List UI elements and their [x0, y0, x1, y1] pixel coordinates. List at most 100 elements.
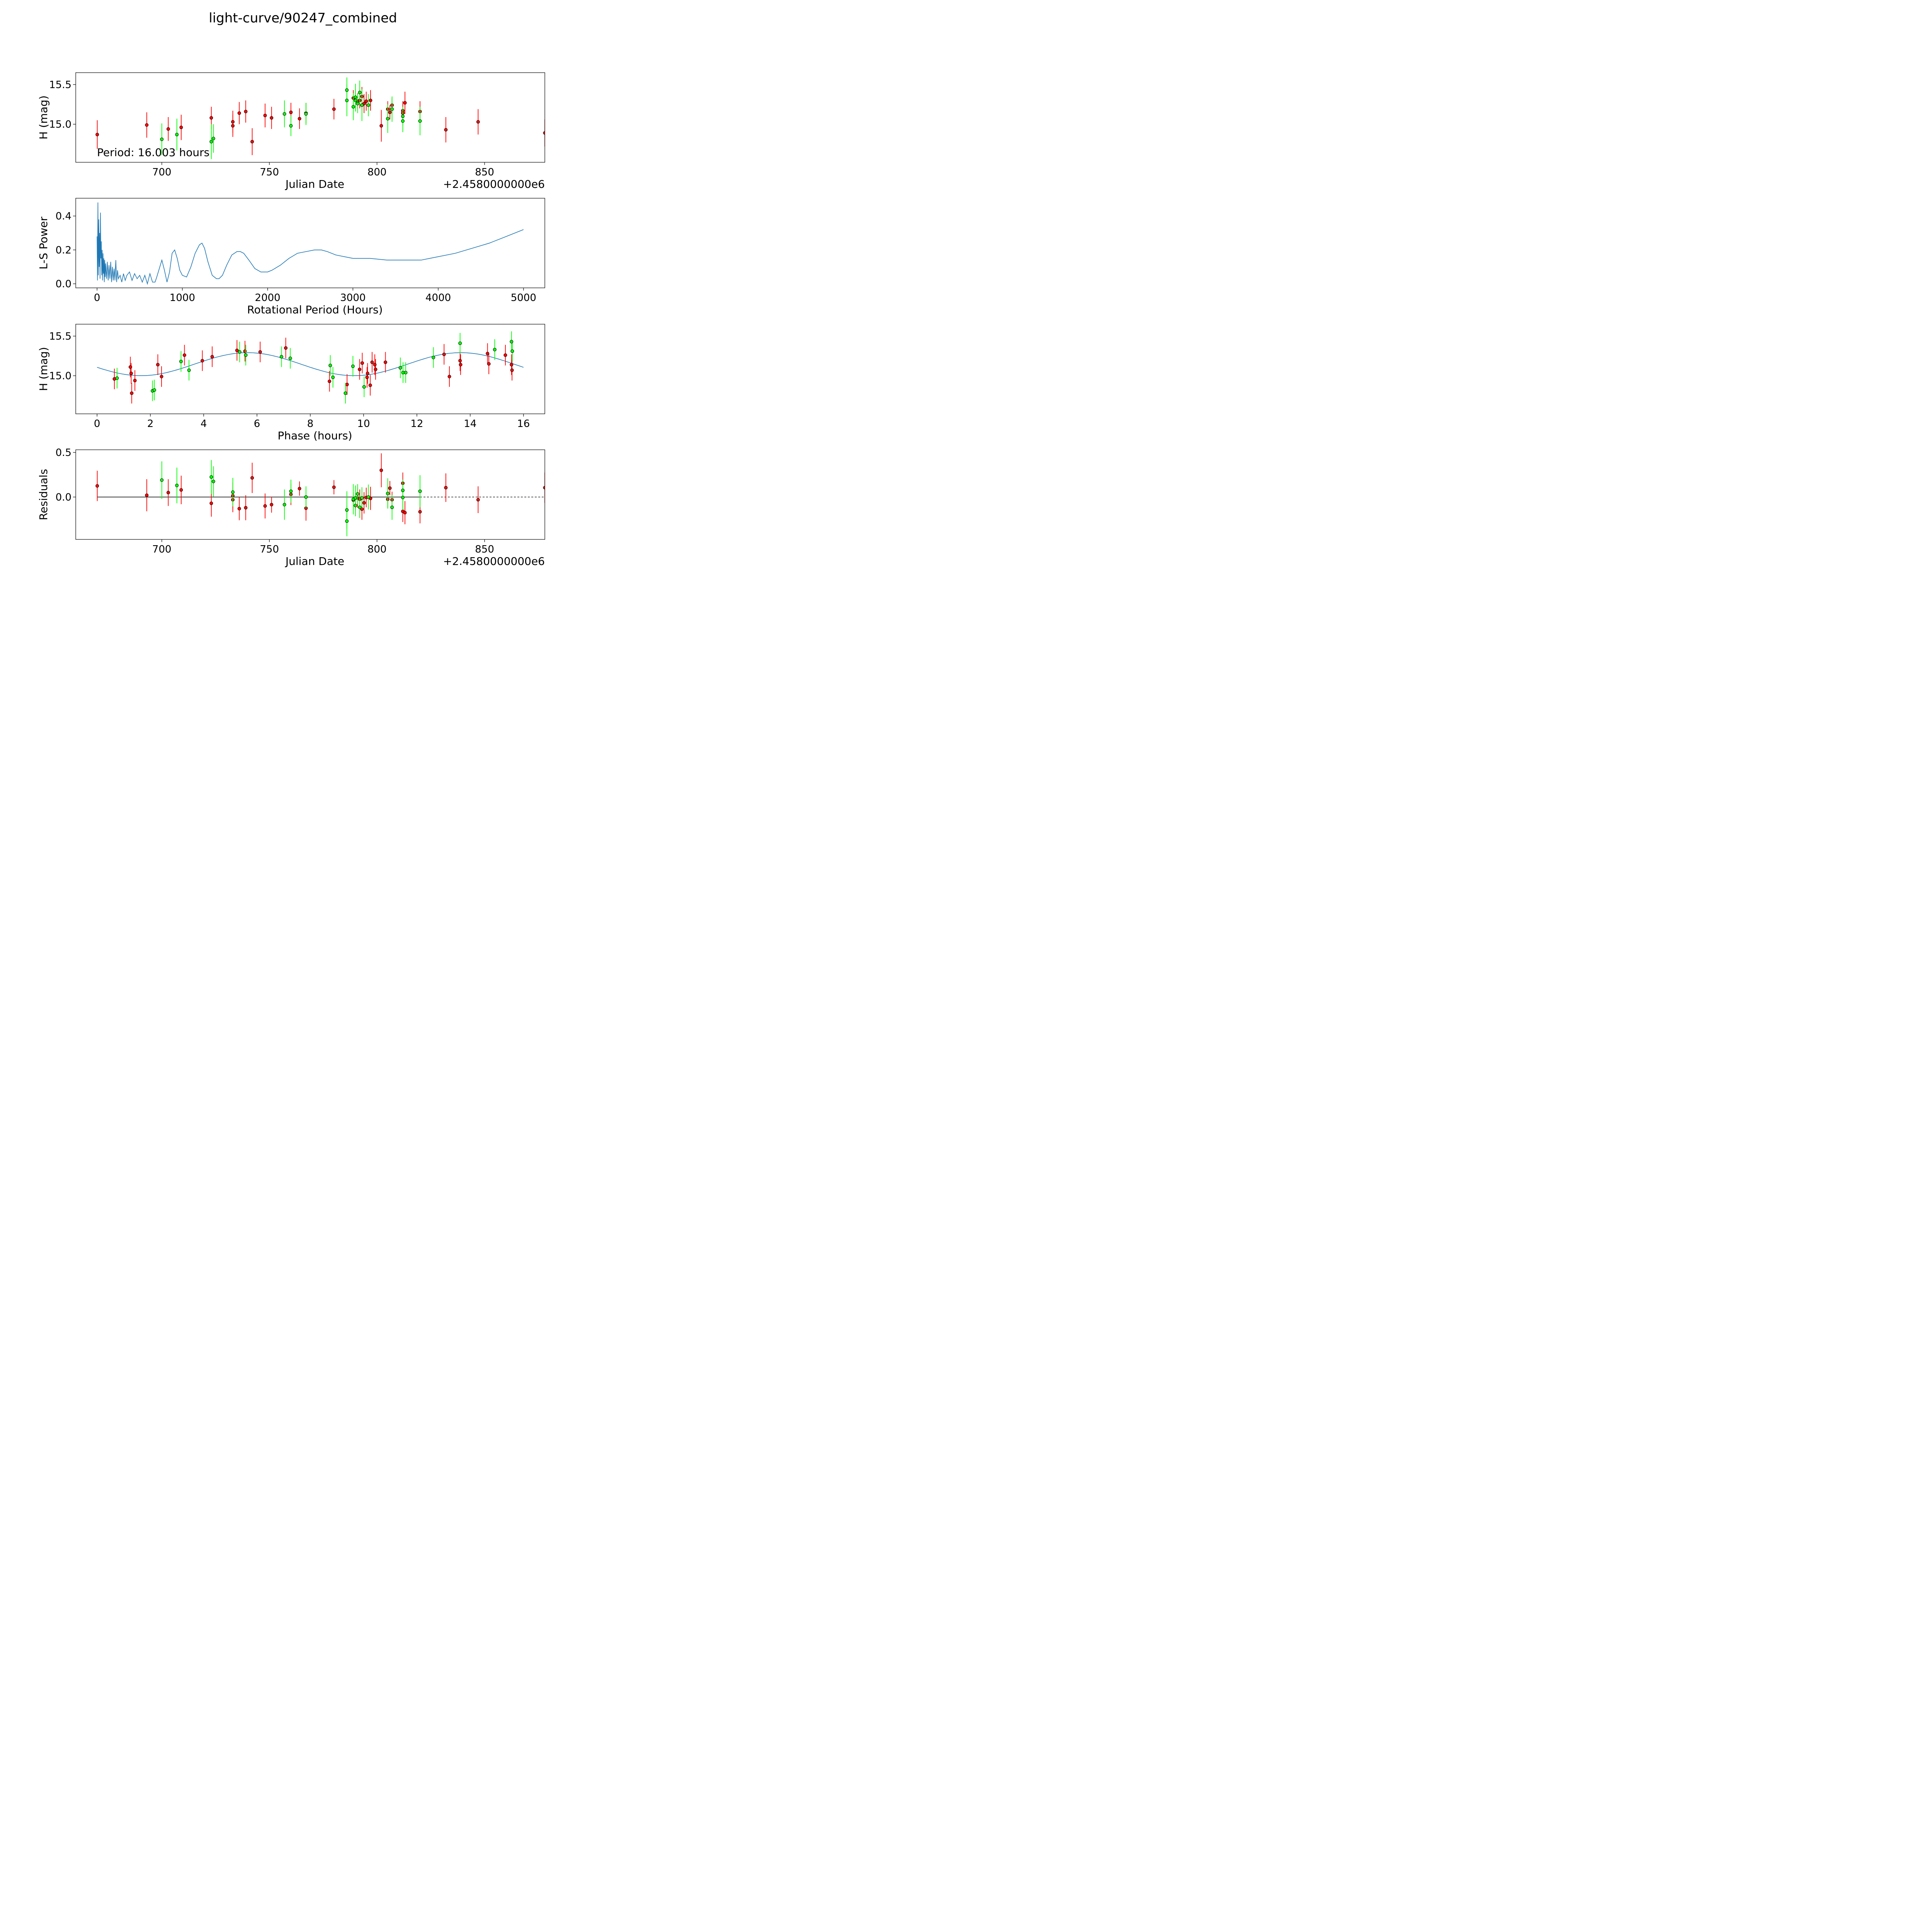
lightcurve-point-green [386, 117, 389, 121]
periodogram-xtick-label: 2000 [255, 292, 281, 304]
lightcurve-point-red [476, 120, 480, 124]
phase-point-green [280, 355, 284, 359]
lightcurve-point-red [369, 99, 372, 102]
phase-point-green [115, 376, 119, 380]
lightcurve-point-green [345, 99, 349, 102]
residuals-frame [75, 449, 545, 540]
residuals-point-green [386, 492, 389, 495]
residuals-point-red [444, 486, 448, 490]
lightcurve-point-red [250, 140, 254, 144]
phase-point-red [328, 379, 332, 383]
residuals-point-green [401, 488, 405, 492]
lightcurve-frame [75, 72, 545, 163]
phase-point-red [503, 353, 507, 357]
phase-point-green [510, 340, 514, 344]
periodogram-xtick-label: 4000 [425, 292, 451, 304]
phase-point-green [458, 341, 462, 345]
phase-point-red [129, 371, 133, 375]
figure: light-curve/90247_combined 700 750 800 8501… [37, 10, 545, 568]
phase-plot-area [97, 331, 524, 404]
periodogram-ytick-label: 0.4 [56, 211, 71, 222]
residuals-point-green [401, 496, 405, 500]
phase-xtick-label: 14 [464, 418, 476, 430]
lightcurve-point-red [244, 110, 248, 114]
phase-xtick-label: 8 [307, 418, 314, 430]
phase-point-green [152, 388, 156, 392]
phase-point-red [345, 383, 349, 386]
residuals-plot-area [95, 453, 545, 536]
residuals-ylabel: Residuals [37, 469, 50, 520]
phase-point-red [284, 346, 288, 350]
lightcurve-point-green [356, 102, 360, 105]
lightcurve-point-red [298, 117, 301, 121]
lightcurve-xtick-label: 850 [475, 167, 494, 178]
phase-point-red [374, 367, 378, 371]
phase-point-green [328, 364, 332, 367]
residuals-point-green [354, 503, 357, 507]
residuals-point-red [362, 501, 366, 505]
phase-ytick-label: 15.5 [49, 331, 71, 342]
lightcurve-point-green [211, 136, 215, 140]
lightcurve-point-green [360, 103, 364, 107]
lightcurve-point-green [354, 95, 357, 99]
phase-point-green [238, 350, 242, 354]
phase-point-green [510, 349, 514, 353]
phase-point-red [368, 383, 372, 387]
lightcurve-offset-label: +2.4580000000e6 [443, 178, 545, 190]
phase-point-red [458, 359, 462, 362]
phase-point-red [258, 350, 262, 354]
lightcurve-point-green [209, 140, 213, 144]
lightcurve-point-green [345, 88, 349, 92]
residuals-point-green [160, 478, 164, 482]
phase-point-red [510, 363, 514, 367]
lightcurve-point-red [95, 133, 99, 136]
phase-xtick-label: 16 [517, 418, 530, 430]
lightcurve-xlabel: Julian Date [285, 178, 344, 190]
residuals-point-red [237, 507, 241, 510]
lightcurve-point-green [282, 112, 286, 116]
lightcurve-ytick-label: 15.0 [49, 119, 71, 130]
phase-point-green [432, 355, 435, 359]
residuals-point-red [379, 468, 383, 472]
residuals-point-green [354, 496, 357, 500]
phase-point-green [362, 385, 366, 389]
residuals-point-red [298, 486, 301, 490]
residuals-point-red [388, 486, 392, 490]
periodogram-xtick-label: 3000 [340, 292, 366, 304]
lightcurve-point-red [263, 114, 267, 117]
lightcurve-point-green [366, 103, 370, 107]
periodogram-xtick-label: 0 [94, 292, 100, 304]
figure-title: light-curve/90247_combined [209, 10, 397, 26]
phase-point-red [487, 362, 491, 366]
phase-point-red [447, 375, 451, 379]
phase-xtick-label: 4 [201, 418, 207, 430]
residuals-offset-label: +2.4580000000e6 [443, 555, 545, 568]
lightcurve-panel: 700 750 800 850 15.0 15.5 Julian Date H (mag) +2… [37, 72, 545, 190]
phase-point-red [235, 349, 239, 352]
residuals-point-red [418, 510, 422, 514]
residuals-point-red [166, 491, 170, 495]
phase-xlabel: Phase (hours) [277, 429, 352, 442]
lightcurve-point-green [401, 119, 405, 123]
residuals-point-green [282, 503, 286, 507]
lightcurve-point-red [166, 127, 170, 131]
phase-point-green [179, 359, 183, 363]
periodogram-line [97, 202, 524, 285]
residuals-ytick-label: 0.0 [56, 492, 71, 503]
phase-xtick-label: 0 [94, 418, 100, 430]
periodogram-xtick-label: 1000 [170, 292, 195, 304]
phase-point-red [160, 375, 163, 379]
phase-point-red [130, 391, 134, 395]
lightcurve-point-green [390, 107, 394, 111]
residuals-xlabel: Julian Date [285, 555, 344, 568]
phase-point-green [344, 391, 347, 395]
lightcurve-point-green [160, 137, 164, 141]
phase-point-red [156, 363, 160, 367]
phase-point-red [182, 353, 186, 357]
lightcurve-point-red [145, 123, 149, 127]
lightcurve-plot-area [95, 77, 545, 159]
phase-point-green [351, 364, 355, 368]
residuals-point-red [244, 506, 248, 510]
residuals-point-green [356, 492, 360, 496]
residuals-point-red [332, 485, 336, 489]
